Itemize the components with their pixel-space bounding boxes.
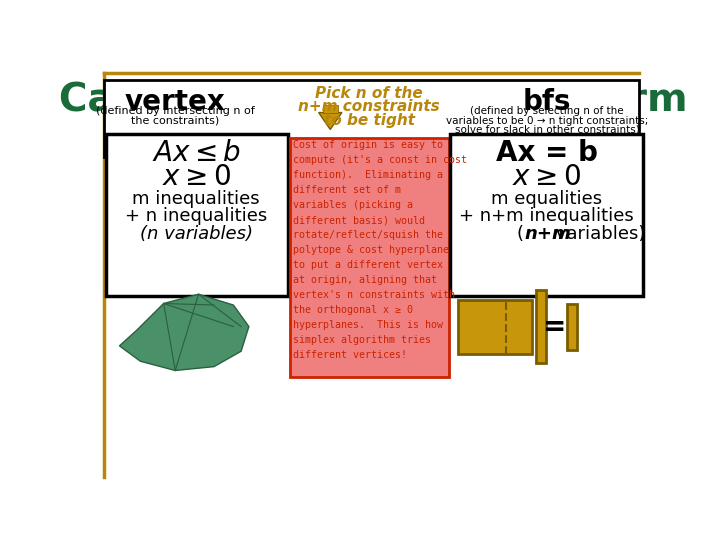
- Text: Cost of origin is easy to: Cost of origin is easy to: [293, 140, 443, 150]
- Text: vertex's n constraints with: vertex's n constraints with: [293, 291, 455, 300]
- Text: different set of m: different set of m: [293, 185, 401, 195]
- Text: $Ax \leq b$: $Ax \leq b$: [151, 139, 240, 167]
- Text: variables (picking a: variables (picking a: [293, 200, 413, 210]
- Text: hyperplanes.  This is how: hyperplanes. This is how: [293, 320, 443, 330]
- Text: solve for slack in other constraints): solve for slack in other constraints): [455, 125, 639, 135]
- Text: variables): variables): [549, 225, 645, 243]
- Text: (n variables): (n variables): [140, 225, 253, 243]
- Bar: [290, 138, 449, 377]
- Text: (defined by selecting n of the: (defined by selecting n of the: [470, 106, 624, 117]
- Text: function).  Eliminating a: function). Eliminating a: [293, 170, 443, 180]
- Bar: [152, 155, 586, 167]
- Text: Eliminate last m vars: Eliminate last m vars: [250, 103, 411, 118]
- Bar: [323, 105, 338, 112]
- Bar: [152, 155, 586, 167]
- Text: =: =: [544, 313, 567, 341]
- Text: (defined by intersecting n of: (defined by intersecting n of: [96, 106, 255, 117]
- Text: different basis) would: different basis) would: [293, 215, 425, 225]
- Text: polytope & cost hyperplane: polytope & cost hyperplane: [293, 245, 449, 255]
- Text: bfs: bfs: [523, 88, 572, 116]
- Text: $x \geq 0$: $x \geq 0$: [161, 164, 230, 191]
- Text: $x \geq 0$: $x \geq 0$: [512, 164, 581, 191]
- Text: to put a different vertex: to put a different vertex: [293, 260, 443, 271]
- Text: compute (it's a const in cost: compute (it's a const in cost: [293, 156, 467, 165]
- Bar: [451, 134, 642, 296]
- Text: at origin, aligning that: at origin, aligning that: [293, 275, 437, 286]
- Text: Canonical vs. Standard Form: Canonical vs. Standard Form: [58, 80, 687, 118]
- Text: rotate/reflect/squish the: rotate/reflect/squish the: [293, 231, 443, 240]
- Polygon shape: [319, 112, 342, 130]
- Text: the orthogonal x ≥ 0: the orthogonal x ≥ 0: [293, 306, 413, 315]
- Text: m inequalities: m inequalities: [132, 190, 260, 207]
- Text: vertex: vertex: [125, 88, 225, 116]
- Text: to be tight: to be tight: [323, 112, 415, 127]
- Text: different vertices!: different vertices!: [293, 350, 407, 361]
- Polygon shape: [109, 148, 152, 173]
- Text: + n+m inequalities: + n+m inequalities: [459, 207, 634, 225]
- Polygon shape: [586, 148, 629, 173]
- Text: n+m: n+m: [524, 225, 571, 243]
- Polygon shape: [586, 148, 629, 173]
- Bar: [106, 134, 287, 296]
- Bar: [104, 80, 639, 157]
- Text: variables to be 0 → n tight constraints;: variables to be 0 → n tight constraints;: [446, 116, 649, 126]
- Bar: [567, 303, 577, 350]
- Text: Ax = b: Ax = b: [495, 139, 598, 167]
- Text: Pick n of the: Pick n of the: [315, 86, 423, 102]
- Text: simplex algorithm tries: simplex algorithm tries: [293, 335, 431, 346]
- Bar: [536, 291, 546, 363]
- Bar: [458, 300, 532, 354]
- Text: the constraints): the constraints): [131, 116, 220, 126]
- Text: n+m constraints: n+m constraints: [298, 99, 440, 114]
- Text: (: (: [517, 225, 524, 243]
- Polygon shape: [109, 148, 152, 173]
- Polygon shape: [120, 294, 249, 370]
- Text: m equalities: m equalities: [491, 190, 602, 207]
- Text: + n inequalities: + n inequalities: [125, 207, 267, 225]
